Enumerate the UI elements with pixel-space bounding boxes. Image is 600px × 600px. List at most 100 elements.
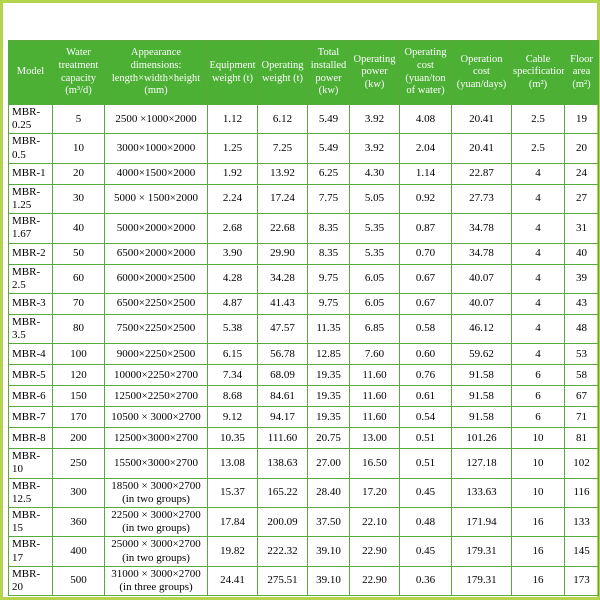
- table-cell: 22.90: [349, 536, 400, 567]
- table-row: MBR-7 170 10500 × 3000×2700 9.12 94.17 19.35 1…: [8, 406, 599, 429]
- model-cell: MBR-0.25: [8, 103, 53, 135]
- table-cell: 34.28: [257, 263, 308, 294]
- model-cell: MBR-3.5: [8, 313, 53, 345]
- table-cell: 5: [52, 103, 105, 135]
- header-cell: Cable specification (m²): [511, 40, 565, 105]
- table-cell: 19.35: [307, 364, 350, 387]
- table-cell: 0.36: [399, 565, 452, 597]
- table-cell: 7.34: [207, 364, 258, 387]
- table-cell: 133: [564, 506, 599, 538]
- header-cell: Water treatment capacity (m³/d): [52, 40, 105, 105]
- table-cell: 20: [52, 162, 105, 185]
- model-cell: MBR-17: [8, 536, 53, 567]
- table-cell: 15500×3000×2700: [104, 448, 208, 479]
- table-cell: 27.73: [451, 183, 512, 215]
- table-cell: 6.25: [307, 162, 350, 185]
- table-cell: 2.68: [207, 213, 258, 244]
- table-cell: 6500×2000×2000: [104, 242, 208, 265]
- table-cell: 13.08: [207, 448, 258, 479]
- table-row: MBR-0.5 10 3000×1000×2000 1.25 7.25 5.49 3.92 2…: [8, 133, 599, 164]
- table-row: MBR-20 500 31000 × 3000×2700 (in three gro…: [8, 565, 599, 597]
- table-cell: 6000×2000×2500: [104, 263, 208, 294]
- table-cell: 7.60: [349, 343, 400, 366]
- model-cell: MBR-1: [8, 162, 53, 185]
- table-cell: 9000×2250×2500: [104, 343, 208, 366]
- table-cell: 12500×2250×2700: [104, 385, 208, 408]
- table-cell: 0.67: [399, 263, 452, 294]
- table-cell: 60: [52, 263, 105, 294]
- table-cell: 16: [511, 506, 565, 538]
- model-cell: MBR-1.67: [8, 213, 53, 244]
- table-cell: 11.60: [349, 385, 400, 408]
- table-cell: 250: [52, 448, 105, 479]
- table-cell: 13.00: [349, 427, 400, 450]
- table-cell: 12.85: [307, 343, 350, 366]
- table-cell: 6: [511, 406, 565, 429]
- table-cell: 5000×2000×2000: [104, 213, 208, 244]
- table-cell: 4: [511, 263, 565, 294]
- model-cell: MBR-2: [8, 242, 53, 265]
- table-cell: 16: [511, 565, 565, 597]
- header-cell: Operating power (kw): [349, 40, 400, 105]
- header-cell: Model: [8, 40, 53, 105]
- model-cell: MBR-12.5: [8, 477, 53, 509]
- table-cell: 4.30: [349, 162, 400, 185]
- table-cell: 0.45: [399, 536, 452, 567]
- table-cell: 101.26: [451, 427, 512, 450]
- table-cell: 222.32: [257, 536, 308, 567]
- table-cell: 24: [564, 162, 599, 185]
- table-cell: 5.38: [207, 313, 258, 345]
- table-cell: 16: [511, 536, 565, 567]
- table-cell: 0.60: [399, 343, 452, 366]
- table-header: Model Water treatment capacity (m³/d) Appe…: [8, 40, 599, 105]
- table-cell: 24.41: [207, 565, 258, 597]
- table-cell: 0.87: [399, 213, 452, 244]
- model-cell: MBR-4: [8, 343, 53, 366]
- spec-table: Model Water treatment capacity (m³/d) Appe…: [8, 40, 599, 597]
- table-cell: 10500 × 3000×2700: [104, 406, 208, 429]
- table-cell: 53: [564, 343, 599, 366]
- table-cell: 39.10: [307, 565, 350, 597]
- table-cell: 20.41: [451, 133, 512, 164]
- table-cell: 6.12: [257, 103, 308, 135]
- table-row: MBR-3 70 6500×2250×2500 4.87 41.43 9.75 6.05 0.…: [8, 292, 599, 315]
- table-cell: 17.24: [257, 183, 308, 215]
- table-cell: 22.87: [451, 162, 512, 185]
- table-cell: 71: [564, 406, 599, 429]
- table-cell: 7.25: [257, 133, 308, 164]
- table-cell: 34.78: [451, 213, 512, 244]
- table-cell: 173: [564, 565, 599, 597]
- table-row: MBR-2 50 6500×2000×2000 3.90 29.90 8.35 5.35 0.…: [8, 242, 599, 265]
- table-cell: 6.85: [349, 313, 400, 345]
- table-cell: 0.48: [399, 506, 452, 538]
- table-cell: 9.75: [307, 292, 350, 315]
- table-row: MBR-1.67 40 5000×2000×2000 2.68 22.68 8.35 5.3…: [8, 213, 599, 244]
- table-cell: 3000×1000×2000: [104, 133, 208, 164]
- table-cell: 4: [511, 292, 565, 315]
- table-row: MBR-4 100 9000×2250×2500 6.15 56.78 12.85 7.60…: [8, 343, 599, 366]
- table-row: MBR-2.5 60 6000×2000×2500 4.28 34.28 9.75 6.05…: [8, 263, 599, 294]
- table-cell: 5.35: [349, 242, 400, 265]
- table-cell: 6: [511, 364, 565, 387]
- table-cell: 22.90: [349, 565, 400, 597]
- table-cell: 133.63: [451, 477, 512, 509]
- table-cell: 16.50: [349, 448, 400, 479]
- table-cell: 4: [511, 213, 565, 244]
- table-cell: 1.92: [207, 162, 258, 185]
- table-cell: 41.43: [257, 292, 308, 315]
- table-cell: 4: [511, 162, 565, 185]
- table-cell: 27: [564, 183, 599, 215]
- table-cell: 3.90: [207, 242, 258, 265]
- table-cell: 68.09: [257, 364, 308, 387]
- table-cell: 48: [564, 313, 599, 345]
- header-cell: Operating weight (t): [257, 40, 308, 105]
- table-cell: 13.92: [257, 162, 308, 185]
- table-cell: 0.70: [399, 242, 452, 265]
- table-row: MBR-15 360 22500 × 3000×2700 (in two group…: [8, 506, 599, 538]
- table-cell: 200.09: [257, 506, 308, 538]
- table-body: MBR-0.25 5 2500 ×1000×2000 1.12 6.12 5.49 3.92…: [8, 103, 599, 597]
- table-cell: 91.58: [451, 364, 512, 387]
- table-cell: 34.78: [451, 242, 512, 265]
- table-cell: 200: [52, 427, 105, 450]
